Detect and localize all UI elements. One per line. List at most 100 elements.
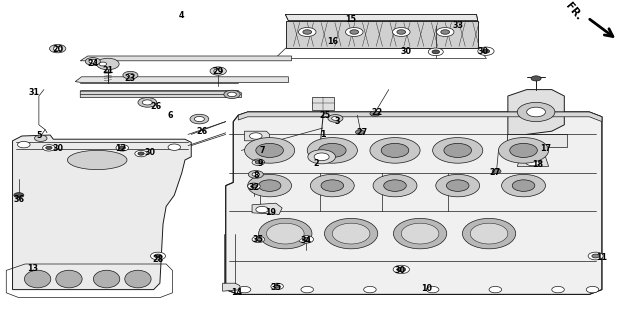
Polygon shape: [508, 90, 564, 147]
Text: 3: 3: [335, 117, 340, 126]
Circle shape: [478, 47, 494, 55]
Circle shape: [527, 107, 545, 117]
Text: 32: 32: [248, 183, 260, 192]
Circle shape: [328, 115, 343, 122]
Text: FR.: FR.: [564, 1, 584, 22]
Circle shape: [301, 286, 314, 293]
Circle shape: [552, 286, 564, 293]
Ellipse shape: [401, 223, 439, 244]
Polygon shape: [286, 21, 478, 48]
Circle shape: [319, 143, 346, 157]
Circle shape: [588, 252, 603, 260]
Ellipse shape: [68, 150, 127, 170]
Circle shape: [248, 171, 263, 178]
Circle shape: [321, 180, 344, 191]
Circle shape: [116, 145, 129, 151]
Circle shape: [364, 286, 376, 293]
Circle shape: [228, 92, 236, 97]
Circle shape: [397, 30, 406, 34]
Circle shape: [245, 138, 295, 163]
Circle shape: [498, 138, 549, 163]
Circle shape: [256, 143, 283, 157]
Circle shape: [397, 267, 406, 272]
Circle shape: [248, 174, 292, 197]
Ellipse shape: [325, 218, 377, 249]
Text: 8: 8: [253, 172, 258, 180]
Ellipse shape: [463, 218, 515, 249]
Circle shape: [373, 174, 417, 197]
Circle shape: [298, 236, 314, 243]
Circle shape: [99, 62, 107, 66]
Ellipse shape: [24, 270, 51, 288]
Polygon shape: [245, 131, 270, 141]
Circle shape: [592, 254, 599, 258]
Circle shape: [310, 174, 354, 197]
Circle shape: [274, 285, 280, 288]
Circle shape: [252, 172, 260, 176]
Polygon shape: [312, 97, 334, 110]
Circle shape: [154, 254, 162, 258]
Text: 17: 17: [540, 144, 551, 153]
Text: 14: 14: [231, 288, 243, 297]
Polygon shape: [80, 56, 292, 61]
Circle shape: [489, 286, 502, 293]
Circle shape: [441, 30, 450, 34]
Circle shape: [34, 135, 47, 141]
Circle shape: [248, 183, 260, 189]
Circle shape: [428, 48, 443, 56]
Circle shape: [436, 174, 480, 197]
Circle shape: [482, 49, 490, 53]
Circle shape: [250, 133, 262, 139]
Circle shape: [446, 180, 469, 191]
Text: 4: 4: [179, 12, 184, 20]
Circle shape: [271, 283, 283, 290]
Circle shape: [492, 169, 501, 173]
Text: 24: 24: [87, 60, 98, 68]
Text: 31: 31: [29, 88, 40, 97]
Circle shape: [214, 69, 223, 73]
Circle shape: [238, 286, 251, 293]
Text: 1: 1: [320, 130, 325, 139]
Circle shape: [314, 153, 329, 161]
Circle shape: [303, 30, 312, 34]
Circle shape: [252, 236, 265, 243]
Circle shape: [512, 180, 535, 191]
Circle shape: [97, 58, 119, 70]
Circle shape: [432, 50, 440, 54]
Text: 16: 16: [327, 37, 338, 46]
Circle shape: [502, 174, 545, 197]
Text: 35: 35: [253, 236, 264, 244]
Text: 27: 27: [357, 128, 368, 137]
Circle shape: [444, 143, 472, 157]
Text: 10: 10: [421, 284, 432, 293]
Text: 2: 2: [314, 159, 319, 168]
Circle shape: [370, 111, 380, 116]
Circle shape: [393, 28, 410, 36]
Ellipse shape: [470, 223, 508, 244]
Text: 30: 30: [52, 144, 63, 153]
Polygon shape: [13, 135, 191, 290]
Circle shape: [190, 114, 209, 124]
Circle shape: [256, 206, 268, 213]
Text: 20: 20: [52, 45, 63, 54]
Circle shape: [14, 193, 24, 198]
Ellipse shape: [394, 218, 446, 249]
Circle shape: [586, 286, 599, 293]
Circle shape: [384, 180, 406, 191]
Circle shape: [210, 67, 226, 75]
Circle shape: [381, 143, 409, 157]
Circle shape: [370, 138, 420, 163]
Circle shape: [436, 28, 454, 36]
Text: 22: 22: [372, 108, 383, 117]
Circle shape: [50, 44, 66, 53]
Circle shape: [307, 138, 357, 163]
Ellipse shape: [56, 270, 82, 288]
Circle shape: [517, 102, 555, 122]
Circle shape: [123, 71, 138, 79]
Circle shape: [531, 76, 541, 81]
Text: 30: 30: [394, 266, 406, 275]
Circle shape: [138, 98, 157, 107]
Polygon shape: [238, 112, 602, 122]
Text: 21: 21: [102, 66, 113, 75]
Circle shape: [393, 265, 409, 274]
